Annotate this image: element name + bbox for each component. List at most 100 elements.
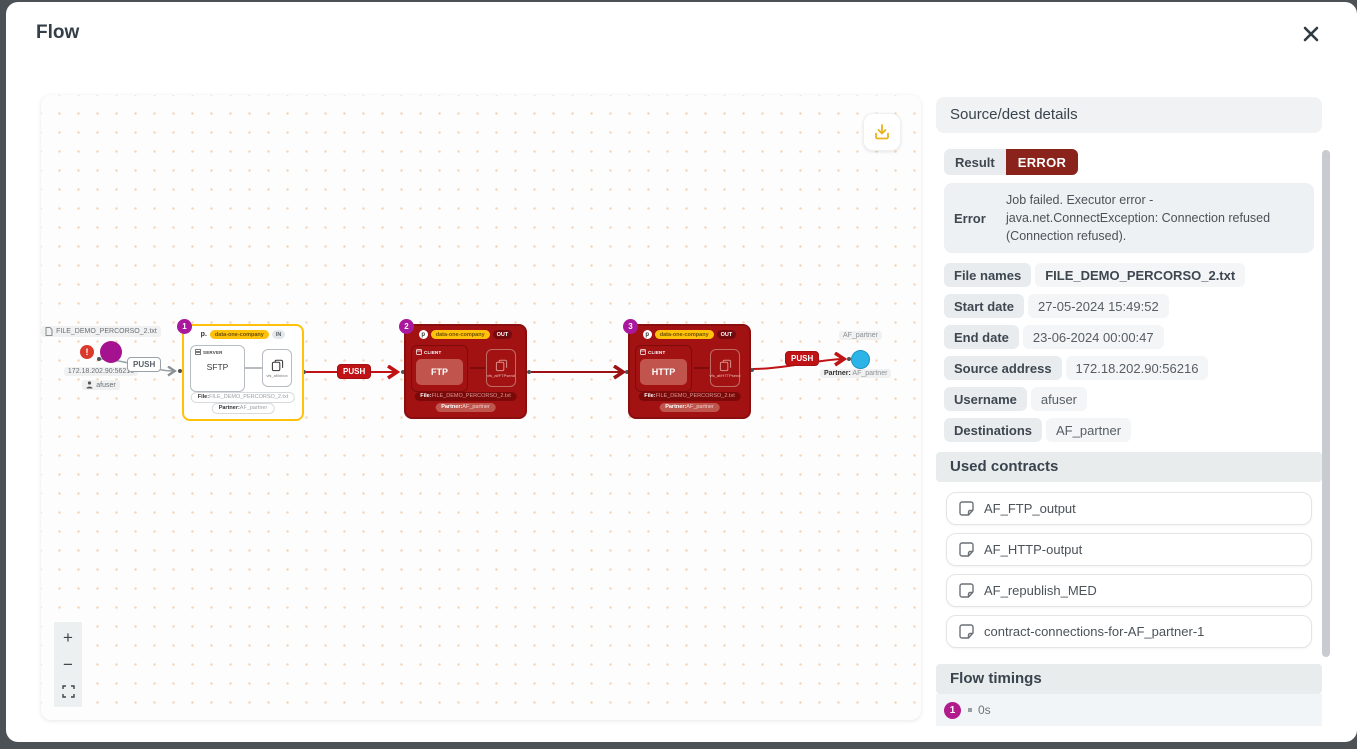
close-button[interactable] (1295, 18, 1327, 50)
source-group[interactable]: FILE_DEMO_PERCORSO_2.txt ! 172.18.202.90… (41, 326, 161, 390)
partner-node-caption: Partner: AF_partner (820, 369, 892, 378)
detail-row-file-names: File names FILE_DEMO_PERCORSO_2.txt (944, 263, 1322, 287)
detail-row-end-date: End date 23-06-2024 00:00:47 (944, 325, 1322, 349)
direction-pill: OUT (492, 330, 513, 339)
connector-line (694, 367, 709, 369)
flow-modal: Flow (6, 2, 1357, 742)
panel-scrollbar[interactable] (1322, 150, 1330, 657)
flow-canvas[interactable]: FILE_DEMO_PERCORSO_2.txt ! 172.18.202.90… (41, 95, 921, 720)
company-logo-icon: p (642, 330, 652, 339)
error-box: Error Job failed. Executor error - java.… (944, 183, 1314, 253)
folder-path: vfs_af/inbox (266, 372, 288, 378)
used-contracts-header: Used contracts (936, 452, 1322, 482)
contract-card[interactable]: AF_republish_MED (946, 574, 1312, 607)
error-message: Job failed. Executor error - java.net.Co… (1006, 193, 1271, 243)
push-label-red-2: PUSH (785, 351, 820, 366)
source-node-circle[interactable] (100, 341, 122, 363)
node-partner-pill: Partner:AF_partner (211, 402, 275, 414)
role-label: SERVER (203, 349, 223, 355)
detail-row-start-date: Start date 27-05-2024 15:49:52 (944, 294, 1322, 318)
company-pill: data-one-company (209, 330, 269, 339)
contract-icon (959, 542, 974, 557)
contract-icon (959, 501, 974, 516)
role-row: CLIENT (636, 346, 691, 355)
source-user: afuser (96, 381, 116, 389)
contract-card[interactable]: AF_HTTP-output (946, 533, 1312, 566)
contract-card[interactable]: contract-connections-for-AF_partner-1 (946, 615, 1312, 648)
error-label: Error (954, 210, 986, 226)
node-1-header: p. data-one-company IN (184, 330, 302, 339)
detail-row-destinations: Destinations AF_partner (944, 418, 1322, 442)
node-2-header: p data-one-company OUT (406, 330, 525, 339)
node-ftp-client[interactable]: 2 p data-one-company OUT CLIENT FTP (399, 319, 527, 419)
company-logo-icon: p (418, 330, 428, 339)
source-address: 172.18.202.90:56216 (63, 367, 139, 376)
fullscreen-icon (61, 685, 75, 698)
contract-icon (959, 583, 974, 598)
details-panel: Source/dest details Result ERROR Error J… (936, 97, 1322, 726)
flow-timings-header: Flow timings (936, 664, 1322, 694)
client-icon (640, 349, 646, 355)
node-file-pill: File:FILE_DEMO_PERCORSO_2.txt (190, 391, 296, 403)
node-file-pill: File:FILE_DEMO_PERCORSO_2.txt (414, 391, 517, 401)
role-row: CLIENT (412, 346, 467, 355)
folder-box: vfs_af/HTTPsend (710, 349, 740, 387)
source-circles: ! (80, 341, 122, 363)
connector-line (245, 367, 262, 369)
download-button[interactable] (863, 113, 901, 151)
protocol-box: CLIENT FTP (411, 345, 468, 392)
role-label: CLIENT (648, 349, 666, 355)
protocol-label: SFTP (206, 362, 229, 372)
folder-box: vfs_af/inbox (262, 349, 292, 387)
close-icon (1303, 26, 1319, 42)
company-pill: data-one-company (430, 330, 490, 339)
error-badge-icon: ! (80, 345, 94, 359)
company-logo-icon: p. (200, 331, 207, 338)
modal-title: Flow (36, 22, 80, 43)
panel-title: Source/dest details (936, 97, 1322, 133)
node-3-badge: 3 (623, 319, 638, 334)
folder-copy-icon (271, 359, 283, 371)
node-sftp-server[interactable]: 1 p. data-one-company IN SERVER SFTP (177, 319, 304, 421)
folder-path: vfs_af/HTTPsend (709, 372, 741, 378)
push-label-gray: PUSH (127, 357, 162, 372)
folder-copy-icon (719, 359, 731, 371)
node-partner-pill: Partner:AF_partner (659, 402, 720, 412)
result-status-badge: ERROR (1005, 149, 1079, 175)
connector-line (470, 367, 485, 369)
zoom-out-button[interactable]: − (54, 651, 82, 678)
contract-card[interactable]: AF_FTP_output (946, 492, 1312, 525)
node-2-badge: 2 (399, 319, 414, 334)
timing-value: 0s (978, 703, 991, 717)
plus-icon: + (63, 627, 73, 647)
source-user-pill: afuser (82, 380, 120, 390)
zoom-in-button[interactable]: + (54, 624, 82, 651)
node-file-pill: File:FILE_DEMO_PERCORSO_2.txt (638, 391, 741, 401)
folder-path: vfs_af/FTPsend (487, 372, 516, 378)
timing-step-badge: 1 (944, 701, 961, 719)
minus-icon: − (63, 654, 73, 674)
role-row: SERVER (191, 346, 244, 355)
node-3-header: p data-one-company OUT (630, 330, 749, 339)
partner-node-label: AF_partner (839, 331, 883, 340)
node-1-badge: 1 (177, 319, 192, 334)
folder-copy-icon (495, 359, 507, 371)
user-icon (86, 381, 93, 389)
server-icon (195, 349, 201, 355)
partner-node-circle[interactable] (851, 350, 870, 369)
download-icon (875, 124, 889, 140)
client-icon (416, 349, 422, 355)
source-file-name: FILE_DEMO_PERCORSO_2.txt (56, 328, 157, 335)
file-icon (45, 327, 53, 336)
timing-marker-icon (968, 708, 972, 712)
node-http-client[interactable]: 3 p data-one-company OUT CLIENT HTTP (623, 319, 751, 419)
contract-icon (959, 624, 974, 639)
node-partner-pill: Partner:AF_partner (435, 402, 496, 412)
result-label: Result (944, 149, 1006, 175)
folder-box: vfs_af/FTPsend (486, 349, 516, 387)
fit-view-button[interactable] (54, 678, 82, 705)
protocol-box: CLIENT HTTP (635, 345, 692, 392)
protocol-box: SERVER SFTP (190, 345, 245, 392)
protocol-label: HTTP (640, 359, 687, 385)
